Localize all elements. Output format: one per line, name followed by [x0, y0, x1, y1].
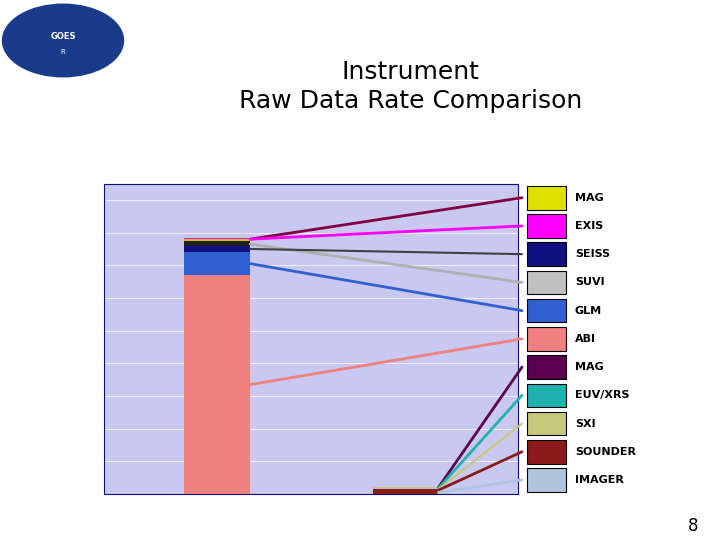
Bar	[184, 239, 251, 241]
Bar	[527, 355, 566, 379]
Bar	[372, 489, 438, 494]
Bar	[184, 275, 251, 494]
Text: EXIS: EXIS	[575, 221, 603, 231]
Bar	[527, 411, 566, 435]
Bar	[184, 252, 251, 275]
Text: EUV/XRS: EUV/XRS	[575, 390, 629, 400]
Bar	[527, 299, 566, 322]
Text: GLM: GLM	[575, 306, 602, 315]
Text: 8: 8	[688, 517, 698, 535]
Bar	[372, 488, 438, 489]
Bar	[184, 238, 251, 240]
Y-axis label: Total Mbps: Total Mbps	[66, 293, 81, 385]
Bar	[527, 242, 566, 266]
Bar	[527, 186, 566, 210]
Bar	[527, 271, 566, 294]
Text: SXI: SXI	[575, 418, 595, 429]
Text: MAG: MAG	[575, 362, 603, 372]
Text: MAG: MAG	[575, 193, 603, 202]
Text: ABI: ABI	[575, 334, 596, 344]
Text: IMAGER: IMAGER	[575, 475, 624, 485]
Text: SUVI: SUVI	[575, 278, 605, 287]
Bar	[184, 241, 251, 246]
Bar	[527, 468, 566, 492]
Text: R: R	[60, 49, 66, 55]
Bar	[527, 327, 566, 350]
Text: SOUNDER: SOUNDER	[575, 447, 636, 457]
Bar	[184, 246, 251, 252]
Text: SEISS: SEISS	[575, 249, 610, 259]
Text: Instrument
Raw Data Rate Comparison: Instrument Raw Data Rate Comparison	[239, 59, 582, 113]
Text: GOES: GOES	[50, 32, 76, 41]
Circle shape	[3, 4, 124, 77]
Bar	[527, 440, 566, 463]
Bar	[527, 214, 566, 238]
Bar	[527, 383, 566, 407]
